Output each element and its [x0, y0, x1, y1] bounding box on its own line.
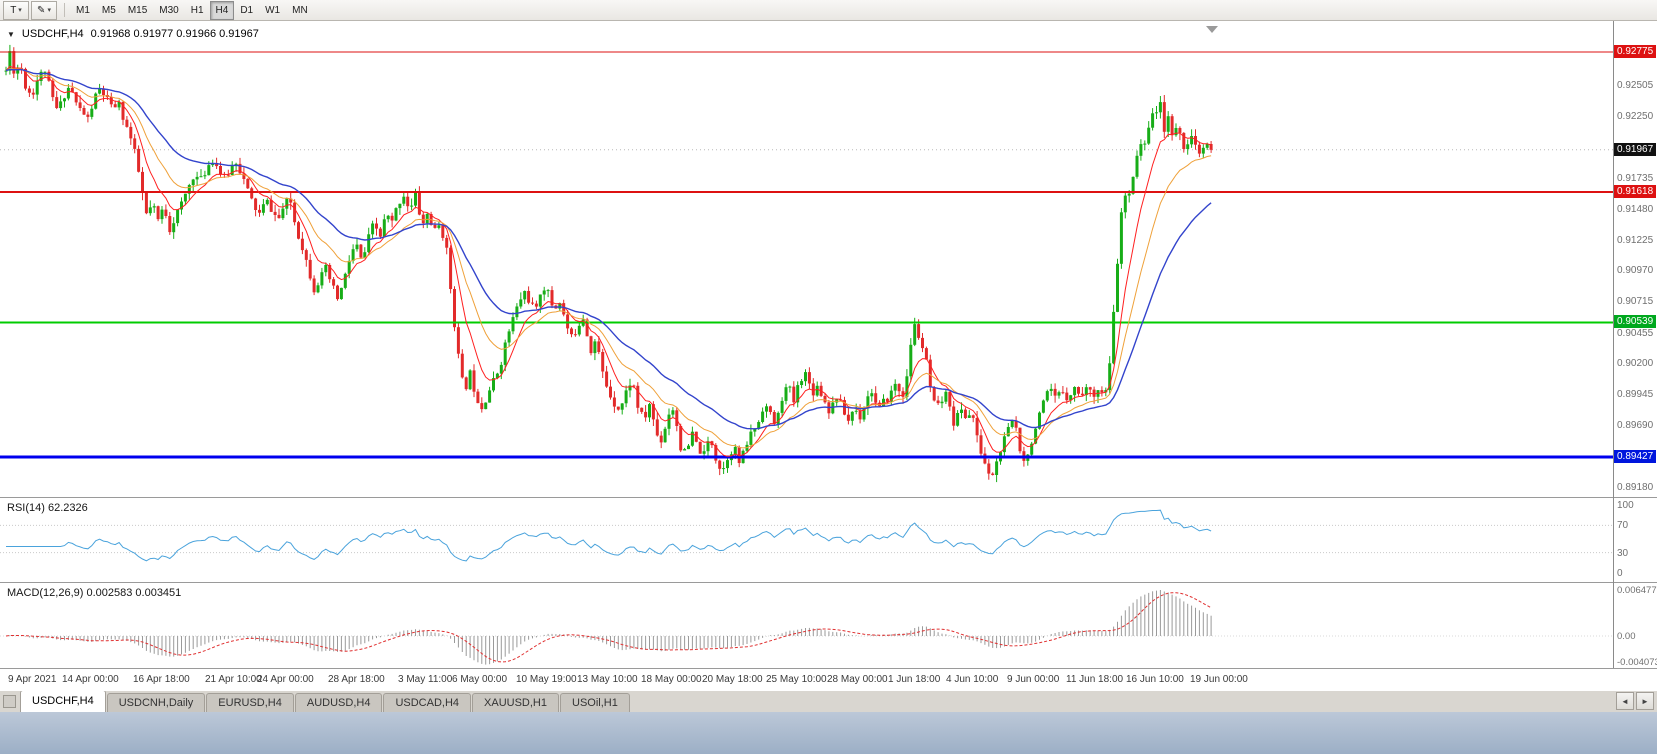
- timeframe-button-h1[interactable]: H1: [190, 4, 204, 16]
- price-axis-border: [1613, 21, 1614, 668]
- time-axis-label: 6 May 00:00: [452, 674, 508, 685]
- time-axis-label: 19 Jun 00:00: [1190, 674, 1248, 685]
- time-axis-label: 9 Apr 2021: [8, 674, 57, 685]
- price-axis-label: 0.90200: [1617, 358, 1654, 369]
- chevron-down-icon: ▾: [18, 7, 22, 14]
- price-line-label: 0.90539: [1614, 315, 1657, 328]
- timeframe-button-d1[interactable]: D1: [240, 4, 254, 16]
- timeframe-button-w1[interactable]: W1: [265, 4, 281, 16]
- price-axis-label: 0.90715: [1617, 296, 1654, 307]
- rsi-axis-label: 0: [1617, 568, 1623, 579]
- chart-ohlc-values: 0.91968 0.91977 0.91966 0.91967: [90, 28, 259, 40]
- price-axis-label: 0.89180: [1617, 482, 1654, 493]
- tab-usdchf-h4[interactable]: USDCHF,H4: [20, 690, 106, 712]
- price-chart-canvas[interactable]: [0, 21, 1613, 497]
- price-axis[interactable]: 0.92505 0.92250 0.91735 0.91480 0.91225 0.909…: [1614, 21, 1657, 668]
- timeframe-button-m1[interactable]: M1: [76, 4, 90, 16]
- price-axis-label: 0.89690: [1617, 420, 1654, 431]
- toolbar-separator: [64, 3, 65, 17]
- tab-xauusd-h1[interactable]: XAUUSD,H1: [472, 693, 559, 712]
- time-axis-label: 4 Jun 10:00: [946, 674, 999, 685]
- price-axis-label: 0.91735: [1617, 173, 1654, 184]
- tab-eurusd-h4[interactable]: EURUSD,H4: [206, 693, 294, 712]
- price-axis-label: 0.91225: [1617, 235, 1654, 246]
- price-axis-label: 0.90455: [1617, 328, 1654, 339]
- time-axis-label: 16 Apr 18:00: [133, 674, 190, 685]
- panel-divider[interactable]: [0, 497, 1657, 498]
- rsi-axis-label: 70: [1617, 520, 1629, 531]
- rsi-indicator-canvas[interactable]: [0, 497, 1613, 582]
- price-line-label: 0.91967: [1614, 143, 1657, 156]
- time-axis-label: 16 Jun 10:00: [1126, 674, 1184, 685]
- rsi-label: RSI(14) 62.2326: [7, 502, 88, 514]
- bottom-strip: [0, 712, 1657, 754]
- price-axis-label: 0.89945: [1617, 389, 1654, 400]
- time-axis-label: 14 Apr 00:00: [62, 674, 119, 685]
- macd-axis-label: -0.004073: [1617, 657, 1657, 668]
- chart-tabs: USDCHF,H4 USDCNH,Daily EURUSD,H4 AUDUSD,H4 U…: [20, 690, 631, 712]
- templates-button-label: T: [10, 4, 17, 16]
- time-axis-label: 9 Jun 00:00: [1007, 674, 1060, 685]
- price-axis-label: 0.92505: [1617, 80, 1654, 91]
- time-axis-label: 24 Apr 00:00: [257, 674, 314, 685]
- macd-indicator-canvas[interactable]: [0, 582, 1613, 668]
- timeframe-button-m5[interactable]: M5: [101, 4, 116, 16]
- timeframe-button-m30[interactable]: M30: [159, 4, 179, 16]
- time-axis-label: 3 May 11:00: [398, 674, 453, 685]
- time-axis-label: 1 Jun 18:00: [888, 674, 941, 685]
- panel-divider[interactable]: [0, 582, 1657, 583]
- rsi-axis-label: 100: [1617, 500, 1634, 511]
- timeframe-button-m15[interactable]: M15: [127, 4, 148, 16]
- collapse-triangle-icon[interactable]: ▼: [7, 29, 15, 39]
- toolbar: T ▾ ✎ ▾ M1 M5 M15 M30 H1 H4 D1 W1 MN: [0, 0, 1657, 21]
- time-axis[interactable]: 9 Apr 2021 14 Apr 00:00 16 Apr 18:00 21 Apr…: [0, 668, 1657, 691]
- chart-symbol-label: USDCHF,H4: [21, 28, 84, 40]
- price-line-label: 0.92775: [1614, 45, 1657, 58]
- rsi-axis-label: 30: [1617, 548, 1629, 559]
- time-axis-label: 10 May 19:00: [516, 674, 577, 685]
- tab-usdcnh-daily[interactable]: USDCNH,Daily: [106, 693, 206, 712]
- time-axis-label: 13 May 10:00: [577, 674, 638, 685]
- time-axis-label: 28 Apr 18:00: [328, 674, 385, 685]
- tab-bar-corner-icon: [3, 695, 16, 708]
- templates-button[interactable]: T ▾: [3, 0, 29, 20]
- drawing-tool-button[interactable]: ✎ ▾: [31, 0, 57, 20]
- chart-region: ▼ USDCHF,H4 0.91968 0.91977 0.91966 0.91…: [0, 21, 1657, 691]
- time-axis-label: 25 May 10:00: [766, 674, 827, 685]
- tab-audusd-h4[interactable]: AUDUSD,H4: [294, 693, 383, 712]
- price-axis-label: 0.90970: [1617, 265, 1654, 276]
- time-axis-label: 21 Apr 10:00: [205, 674, 262, 685]
- price-axis-label: 0.91480: [1617, 204, 1654, 215]
- tab-scroll-right-button[interactable]: ►: [1636, 692, 1654, 710]
- tab-usdcad-h4[interactable]: USDCAD,H4: [383, 693, 472, 712]
- chart-header: ▼ USDCHF,H4 0.91968 0.91977 0.91966 0.91…: [7, 28, 259, 40]
- timeframe-group: M1 M5 M15 M30 H1 H4 D1 W1 MN: [70, 0, 314, 20]
- tab-usoil-h1[interactable]: USOil,H1: [560, 693, 630, 712]
- price-axis-label: 0.92250: [1617, 111, 1654, 122]
- tab-scroll-left-button[interactable]: ◄: [1616, 692, 1634, 710]
- timeframe-button-h4[interactable]: H4: [209, 0, 235, 20]
- price-line-label: 0.91618: [1614, 185, 1657, 198]
- chart-tab-bar: USDCHF,H4 USDCNH,Daily EURUSD,H4 AUDUSD,H4 U…: [0, 690, 1657, 712]
- time-axis-label: 11 Jun 18:00: [1066, 674, 1124, 685]
- macd-label: MACD(12,26,9) 0.002583 0.003451: [7, 587, 182, 599]
- time-axis-label: 20 May 18:00: [702, 674, 763, 685]
- tab-scroll-arrows: ◄ ►: [1614, 690, 1657, 712]
- macd-axis-label: 0.006477: [1617, 585, 1657, 596]
- timeframe-button-mn[interactable]: MN: [292, 4, 308, 16]
- pencil-icon: ✎: [37, 4, 46, 16]
- time-axis-label: 18 May 00:00: [641, 674, 702, 685]
- macd-axis-label: 0.00: [1617, 631, 1636, 642]
- chevron-down-icon: ▾: [47, 7, 51, 14]
- time-axis-label: 28 May 00:00: [827, 674, 888, 685]
- price-line-label: 0.89427: [1614, 450, 1657, 463]
